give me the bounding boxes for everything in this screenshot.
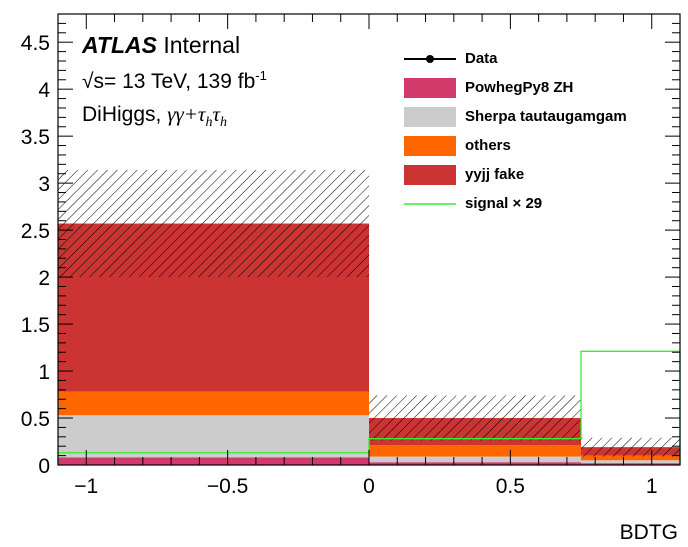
y-tick-label: 3.5 xyxy=(21,126,50,149)
bar-powhegpy8-zh-bin-3 xyxy=(581,463,680,465)
legend: Data PowhegPy8 ZH Sherpa tautaugamgam other… xyxy=(404,44,627,218)
legend-swatch xyxy=(404,77,456,98)
legend-item-yyjj-fake: yyjj fake xyxy=(404,160,627,189)
energy-lumi-label: √s= 13 TeV, 139 fb-1 xyxy=(82,68,267,94)
y-tick-label: 0.5 xyxy=(21,408,50,431)
y-tick-label: 0 xyxy=(38,455,50,478)
axis-ticks xyxy=(57,13,681,466)
uncertainty-bin-1 xyxy=(58,169,369,278)
bar-others-bin-1 xyxy=(58,391,369,416)
channel-text: DiHiggs, xyxy=(82,103,162,126)
legend-label: yyjj fake xyxy=(465,166,525,183)
y-tick-label: 3 xyxy=(38,173,50,196)
bar-others-bin-2 xyxy=(369,445,582,457)
legend-item-data: Data xyxy=(404,44,627,73)
x-tick-label: −0.5 xyxy=(207,475,248,498)
channel-label: DiHiggs, γγ+τhτh xyxy=(82,102,227,131)
y-tick-label: 2.5 xyxy=(21,220,50,243)
y-tick-label: 1.5 xyxy=(21,314,50,337)
legend-swatch xyxy=(404,135,456,156)
legend-swatch xyxy=(404,49,456,69)
legend-label: others xyxy=(465,137,511,154)
legend-label: Sherpa tautaugamgam xyxy=(465,108,627,125)
legend-swatch xyxy=(404,106,456,127)
legend-swatch xyxy=(404,164,456,185)
x-axis-title: BDTG xyxy=(620,521,678,544)
bar-powhegpy8-zh-bin-1 xyxy=(58,457,369,465)
channel-math: γγ+τ xyxy=(167,102,206,126)
bar-sherpa-tautaugamgam-bin-3 xyxy=(581,460,680,464)
uncertainty-bin-2 xyxy=(369,395,582,441)
bar-others-bin-3 xyxy=(581,455,680,461)
x-tick-label: 0 xyxy=(363,475,375,498)
x-tick-label: −1 xyxy=(74,475,98,498)
legend-item-signal-29: signal × 29 xyxy=(404,189,627,218)
y-tick-label: 2 xyxy=(38,267,50,290)
legend-label: PowhegPy8 ZH xyxy=(465,79,574,96)
signal-series xyxy=(57,350,681,465)
atlas-text: ATLAS xyxy=(82,32,157,58)
legend-label: Data xyxy=(465,50,498,67)
x-tick-label: 1 xyxy=(646,475,658,498)
lumi-exponent: -1 xyxy=(255,68,267,83)
legend-swatch xyxy=(404,194,456,214)
y-tick-labels: 0 0.5 1 1.5 2 2.5 3 3.5 4 4.5 xyxy=(21,32,51,478)
x-tick-labels: −1 −0.5 0 0.5 1 xyxy=(74,475,657,498)
uncertainty-band xyxy=(58,169,680,457)
y-tick-label: 1 xyxy=(38,361,50,384)
energy-text: = 13 TeV, 139 fb xyxy=(104,70,256,93)
channel-sub-2: h xyxy=(219,115,227,131)
bar-powhegpy8-zh-bin-2 xyxy=(369,462,582,465)
legend-item-powhegpy8-zh: PowhegPy8 ZH xyxy=(404,73,627,102)
sqrt-s: √s xyxy=(82,70,105,93)
channel-sub-1: h xyxy=(205,115,213,131)
legend-item-sherpa-tautaugamgam: Sherpa tautaugamgam xyxy=(404,102,627,131)
uncertainty-bin-3 xyxy=(581,437,680,457)
bar-sherpa-tautaugamgam-bin-2 xyxy=(369,456,582,463)
bar-sherpa-tautaugamgam-bin-1 xyxy=(58,415,369,458)
signal-line xyxy=(57,350,681,465)
legend-label: signal × 29 xyxy=(465,195,543,212)
channel-tau: τ xyxy=(212,102,220,126)
x-tick-label: 0.5 xyxy=(496,475,525,498)
legend-item-others: others xyxy=(404,131,627,160)
y-tick-label: 4.5 xyxy=(21,32,50,55)
y-tick-label: 4 xyxy=(38,79,50,102)
atlas-label: ATLAS Internal xyxy=(82,32,240,59)
internal-text: Internal xyxy=(163,32,241,58)
